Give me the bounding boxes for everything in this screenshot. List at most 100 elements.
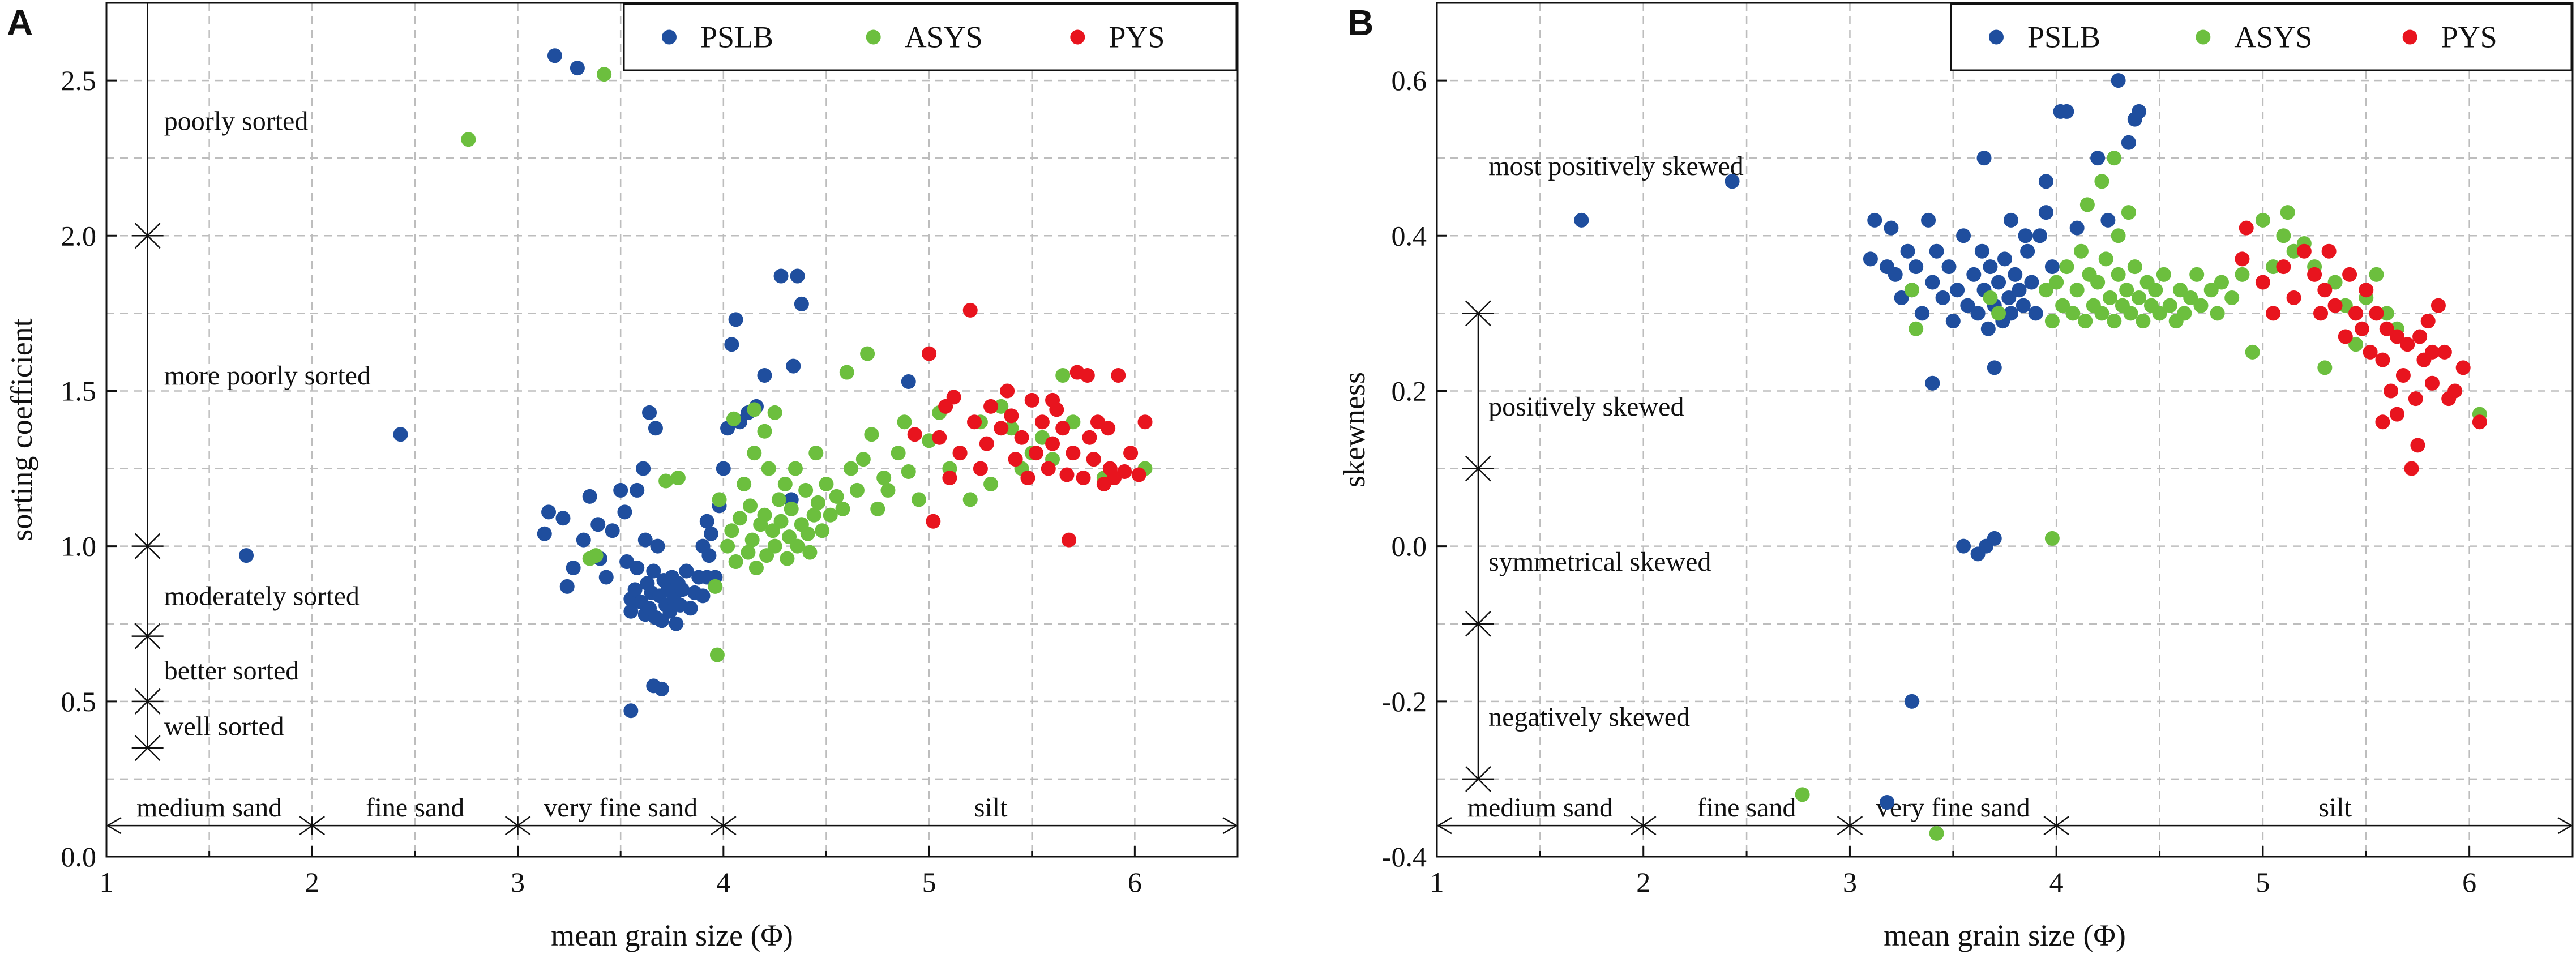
panel-b-point-pslb [1976, 151, 1992, 166]
panel-a-point-pslb [786, 358, 801, 374]
panel-b-point-asys [2098, 251, 2113, 267]
panel-b-point-asys [1904, 283, 1919, 298]
panel-b-point-asys [2065, 306, 2081, 321]
panel-b-point-asys [2173, 283, 2188, 298]
panel-b-point-pys [2239, 220, 2254, 236]
panel-a-point-asys [823, 507, 838, 523]
panel-b-point-pslb [1966, 267, 1982, 282]
panel-b-point-asys [2111, 228, 2126, 243]
panel-a-point-pys [1034, 414, 1050, 430]
panel-b-point-pys [2342, 267, 2357, 282]
panel-b-point-pslb [1941, 259, 1957, 275]
panel-a-point-asys [962, 492, 978, 507]
panel-b-point-pslb [2132, 104, 2147, 119]
panel-b-point-pys [2313, 306, 2329, 321]
panel-b-class-boundary-arrow [1465, 300, 1491, 327]
panel-b-size-line-arrow-left [1436, 817, 1452, 835]
panel-b-point-pys [2455, 360, 2471, 375]
panel-a-point-asys [806, 507, 821, 523]
panel-a-point-asys [728, 554, 743, 570]
panel-a-point-pys [983, 399, 999, 414]
panel-a-annotations: poorly sorted more poorly sorted moderatel… [106, 3, 1238, 836]
panel-b-point-pys [2389, 407, 2404, 422]
panel-a-point-pys [1111, 368, 1126, 383]
panel-b-point-pslb [1929, 243, 1944, 259]
panel-a-point-pys [1137, 414, 1153, 430]
panel-b-point-pys [2338, 329, 2353, 344]
panel-a-point-pslb [637, 532, 653, 548]
panel-a-point-pslb [547, 48, 562, 63]
panel-b-size-class-label: silt [2318, 793, 2352, 823]
panel-a-point-asys [897, 414, 912, 430]
panel-a-point-asys [855, 452, 871, 467]
panel-a-point-pslb [695, 588, 711, 604]
panel-b-point-asys [2156, 267, 2171, 282]
panel-a-legend-label-pslb: PSLB [700, 20, 773, 54]
panel-a-class-boundary-arrow [134, 623, 161, 649]
panel-a-point-asys [983, 476, 999, 491]
panel-a-point-asys [747, 402, 762, 417]
panel-b-point-asys [2152, 306, 2167, 321]
panel-b-letter: B [1347, 2, 1373, 43]
panel-a-point-asys [743, 498, 758, 514]
panel-a-point-asys [802, 545, 818, 560]
panel-a-point-asys [658, 473, 674, 489]
panel-b-point-pslb [1863, 251, 1878, 267]
panel-a-point-pys [1131, 467, 1146, 482]
panel-a-size-class-label: very fine sand [544, 793, 698, 823]
panel-b-point-pslb [2100, 212, 2116, 228]
panel-b-point-pslb [1956, 538, 1971, 554]
panel-a-size-class-label: silt [974, 793, 1008, 823]
panel-b-point-asys [2286, 243, 2301, 259]
panel-b-point-pslb [1974, 243, 1989, 259]
panel-a-size-boundary-marker [299, 816, 326, 836]
panel-a-point-pslb [648, 421, 663, 436]
panel-a-point-asys [757, 507, 772, 523]
panel-b-point-pys [2327, 298, 2343, 313]
panel-b-class-label: symmetrical skewed [1488, 547, 1711, 577]
panel-a-point-asys [712, 492, 727, 507]
panel-b-x-tick-label: 5 [2256, 866, 2270, 898]
panel-a-point-pys [1008, 452, 1023, 467]
panel-b-point-asys [2059, 259, 2074, 275]
panel-a-legend-marker-pys [1070, 29, 1085, 45]
panel-b-x-tick-label: 6 [2462, 866, 2476, 898]
panel-b-point-pys [2379, 321, 2394, 336]
panel-a-point-asys [720, 538, 735, 554]
panel-b-point-pslb [1987, 360, 2002, 375]
panel-a-point-pslb [623, 604, 639, 619]
panel-b-legend-marker-pslb [1989, 29, 2004, 45]
panel-b-point-asys [2162, 298, 2177, 313]
panel-a-point-asys [757, 424, 772, 439]
panel-a-point-pslb [239, 548, 254, 563]
panel-b-size-class-label: very fine sand [1876, 793, 2030, 823]
panel-b-point-pslb [2038, 174, 2053, 189]
panel-a-point-pys [932, 430, 947, 445]
panel-a-point-asys [829, 489, 844, 504]
panel-a-point-pslb [627, 582, 643, 597]
panel-b-point-pys [2235, 251, 2250, 267]
panel-b-legend-marker-asys [2196, 29, 2211, 45]
panel-a-x-tick-label: 4 [716, 866, 730, 898]
panel-b-point-pys [2348, 306, 2364, 321]
panel-b-point-pslb [2090, 151, 2106, 166]
panel-a-point-pslb [650, 538, 665, 554]
panel-b-size-boundary-marker [2043, 816, 2069, 836]
panel-a-y-tick-label: 1.0 [61, 531, 97, 562]
panel-a-legend-marker-pslb [662, 29, 677, 45]
panel-a-size-boundary-marker [711, 816, 737, 836]
panel-b-point-asys [2094, 306, 2109, 321]
panel-a-point-pslb [617, 504, 632, 520]
panel-a-point-pslb [566, 561, 581, 576]
panel-a-point-pys [1117, 464, 1132, 480]
panel-b-point-pys [2255, 275, 2270, 290]
panel-a-class-label: better sorted [164, 656, 299, 686]
panel-a-point-pys [1004, 408, 1019, 424]
panel-b-point-asys [2044, 531, 2060, 546]
panel-a-point-pslb [757, 368, 772, 383]
panel-b-class-label: positively skewed [1488, 392, 1684, 422]
panel-b-point-pys [2369, 306, 2384, 321]
panel-b-point-asys [2111, 267, 2126, 282]
panel-a-point-pslb [630, 482, 645, 498]
